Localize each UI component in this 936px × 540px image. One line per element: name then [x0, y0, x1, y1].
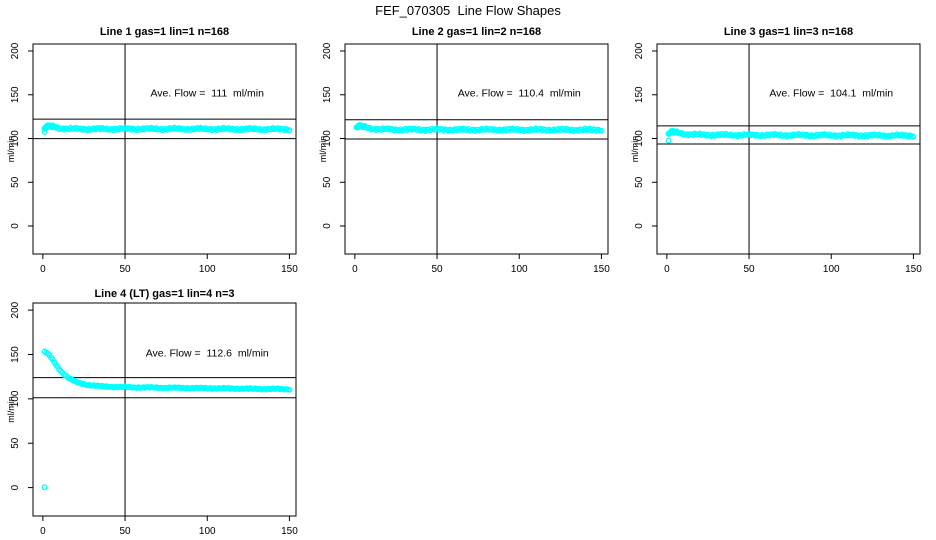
- ave-flow-annotation: Ave. Flow = 112.6 ml/min: [146, 347, 269, 359]
- y-axis-label: ml/min: [630, 136, 640, 163]
- y-tick-label: 0: [10, 484, 21, 490]
- y-tick-label: 150: [10, 86, 21, 103]
- x-tick-label: 150: [593, 264, 610, 275]
- x-tick-label: 150: [281, 264, 298, 275]
- main-title: FEF_070305 Line Flow Shapes: [375, 3, 561, 18]
- subplot-line2: Line 2 gas=1 lin=2 n=168 0 50 100 150 0 50 100…: [312, 20, 624, 282]
- y-tick-label: 100: [322, 130, 333, 147]
- chart-line3: 0 50 100 150 0 50 100 150 200 ml/min Ave. Flow = 1…: [630, 42, 922, 275]
- y-tick-label: 50: [10, 176, 21, 188]
- subplot-title-line2: Line 2 gas=1 lin=2 n=168: [411, 26, 542, 38]
- data-point: [677, 130, 683, 137]
- subplot-line1: Line 1 gas=1 lin=1 n=168 0 50 100 150 0 50 100…: [0, 20, 312, 282]
- x-tick-label: 0: [40, 526, 46, 537]
- subplot-title-line3: Line 3 gas=1 lin=3 n=168: [723, 26, 854, 38]
- data-point: [53, 124, 59, 131]
- y-tick-label: 200: [634, 42, 645, 59]
- y-tick-label: 200: [322, 42, 333, 59]
- y-tick-label: 0: [634, 223, 645, 229]
- x-tick-label: 0: [664, 264, 670, 275]
- subplot-title-line4: Line 4 (LT) gas=1 lin=4 n=3: [94, 288, 235, 300]
- ave-flow-annotation: Ave. Flow = 104.1 ml/min: [769, 88, 893, 100]
- subplot-title-line1: Line 1 gas=1 lin=1 n=168: [99, 26, 230, 38]
- y-tick-label: 100: [634, 130, 645, 147]
- data-point: [286, 127, 293, 134]
- outlier-point: [41, 128, 48, 135]
- y-tick-label: 50: [10, 437, 21, 449]
- y-tick-label: 200: [10, 301, 21, 318]
- plot-box: [344, 43, 609, 255]
- y-tick-label: 150: [10, 346, 21, 363]
- x-tick-label: 100: [199, 526, 216, 537]
- x-tick-label: 0: [40, 264, 46, 275]
- chart-line2: 0 50 100 150 0 50 100 150 200 ml/min Ave. Flow = 1…: [318, 42, 610, 275]
- x-tick-label: 150: [905, 264, 922, 275]
- plot-box: [656, 43, 921, 255]
- outlier-point: [41, 484, 48, 491]
- x-tick-label: 50: [119, 526, 131, 537]
- subplot-line4: Line 4 (LT) gas=1 lin=4 n=3 0 50 100 150 0 50…: [0, 285, 312, 540]
- x-tick-label: 50: [119, 264, 131, 275]
- x-tick-label: 0: [352, 264, 358, 275]
- x-tick-label: 50: [431, 264, 443, 275]
- outlier-point: [665, 137, 672, 144]
- y-tick-label: 0: [322, 223, 333, 229]
- y-tick-label: 0: [10, 223, 21, 229]
- chart-line1: 0 50 100 150 0 50 100 150 200 ml/min Ave. Flow = 1…: [6, 42, 298, 275]
- y-tick-label: 50: [634, 176, 645, 188]
- y-tick-label: 200: [10, 42, 21, 59]
- chart-line4: 0 50 100 150 0 50 100 150 200 ml/min Ave. Flow = 1…: [6, 301, 298, 537]
- x-tick-label: 50: [743, 264, 755, 275]
- data-point: [365, 125, 371, 131]
- ave-flow-annotation: Ave. Flow = 110.4 ml/min: [458, 88, 581, 100]
- x-tick-label: 150: [281, 526, 298, 537]
- y-axis-label: ml/min: [6, 136, 16, 163]
- y-tick-label: 50: [322, 176, 333, 188]
- data-point: [598, 127, 605, 134]
- y-tick-label: 150: [634, 86, 645, 103]
- data-point: [910, 133, 917, 140]
- plot-box: [32, 43, 297, 255]
- x-tick-label: 100: [511, 264, 528, 275]
- data-point: [286, 386, 293, 393]
- subplot-line3: Line 3 gas=1 lin=3 n=168 0 50 100 150 0 50 100…: [624, 20, 936, 282]
- y-tick-label: 100: [10, 390, 21, 407]
- ave-flow-annotation: Ave. Flow = 111 ml/min: [150, 88, 264, 100]
- y-tick-label: 100: [10, 130, 21, 147]
- y-tick-label: 150: [322, 86, 333, 103]
- plot-box: [32, 302, 297, 517]
- x-tick-label: 100: [199, 264, 216, 275]
- y-axis-label: ml/min: [6, 396, 16, 423]
- y-axis-label: ml/min: [318, 136, 328, 163]
- x-tick-label: 100: [823, 264, 840, 275]
